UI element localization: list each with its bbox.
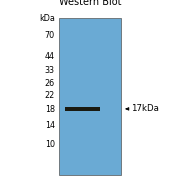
Text: 33: 33 bbox=[45, 66, 55, 75]
Text: kDa: kDa bbox=[39, 14, 55, 23]
Text: 22: 22 bbox=[45, 91, 55, 100]
Bar bbox=[65, 107, 100, 111]
Text: 14: 14 bbox=[45, 122, 55, 130]
Text: 26: 26 bbox=[45, 79, 55, 88]
Text: 10: 10 bbox=[45, 140, 55, 149]
Text: 18: 18 bbox=[45, 105, 55, 114]
Text: Western Blot: Western Blot bbox=[59, 0, 121, 7]
Text: 17kDa: 17kDa bbox=[131, 104, 159, 113]
Bar bbox=[59, 18, 121, 175]
Text: 70: 70 bbox=[45, 31, 55, 40]
Text: 44: 44 bbox=[45, 52, 55, 61]
